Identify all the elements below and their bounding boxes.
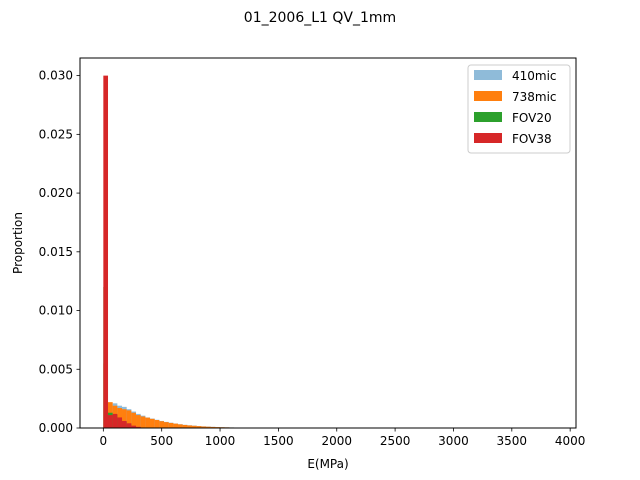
histogram-bar <box>164 422 169 428</box>
legend-swatch <box>474 91 502 101</box>
x-tick-label: 1000 <box>205 434 236 448</box>
legend-swatch <box>474 112 502 122</box>
histogram-bar <box>131 425 137 428</box>
histogram-bar <box>187 425 193 428</box>
series-738mic <box>103 363 263 428</box>
histogram-bar <box>182 424 188 428</box>
histogram-bar <box>206 426 211 428</box>
histogram-bar <box>112 413 118 428</box>
series-FOV38 <box>103 75 141 429</box>
histogram-bar <box>122 409 127 428</box>
histogram-bar <box>136 415 141 428</box>
histogram-bar <box>210 426 216 428</box>
histogram-bar <box>131 412 137 428</box>
histogram-bar <box>173 423 179 428</box>
x-tick-label: 500 <box>150 434 173 448</box>
legend-swatch <box>474 70 502 80</box>
histogram-bar <box>136 426 141 428</box>
axes-frame <box>79 57 577 429</box>
legend-label: FOV20 <box>512 111 552 125</box>
legend-label: 410mic <box>512 69 557 83</box>
x-tick-label: 3500 <box>497 434 528 448</box>
x-tick-label: 2500 <box>380 434 411 448</box>
x-tick-label: 2000 <box>321 434 352 448</box>
x-tick-label: 0 <box>100 434 108 448</box>
x-tick-label: 3000 <box>438 434 469 448</box>
legend: 410mic 738mic FOV20 FOV38 <box>467 64 571 154</box>
histogram-bar <box>168 422 174 428</box>
legend-label: FOV38 <box>512 132 552 146</box>
axis-ticks: 0 500 1000 1500 2000 2500 3000 3500 4000 0.000 0.0… <box>39 69 586 448</box>
y-tick-label: 0.010 <box>39 304 73 318</box>
histogram-bar <box>122 420 127 428</box>
x-tick-label: 1500 <box>263 434 294 448</box>
histogram-bar <box>103 75 109 429</box>
y-tick-label: 0.005 <box>39 362 73 376</box>
x-axis-label: E(MPa) <box>307 457 348 471</box>
histogram-bar <box>196 426 202 428</box>
legend-box <box>467 64 571 154</box>
histogram-bar <box>192 425 197 428</box>
histogram-bar <box>108 415 113 428</box>
histogram-bar <box>178 424 183 428</box>
histogram-bar <box>145 417 151 428</box>
histogram-bar <box>159 421 165 428</box>
histogram-bar <box>126 423 132 428</box>
y-axis-label: Proportion <box>11 212 25 274</box>
x-tick-label: 4000 <box>555 434 586 448</box>
y-tick-label: 0.030 <box>39 69 73 83</box>
chart-title: 01_2006_L1 QV_1mm <box>244 10 396 26</box>
histogram-bar <box>140 416 146 428</box>
histogram-bar <box>201 426 207 428</box>
y-tick-label: 0.015 <box>39 245 73 259</box>
histogram-bars <box>103 75 263 429</box>
histogram-bar <box>154 420 160 428</box>
histogram-bar <box>150 418 155 428</box>
histogram-bar <box>117 417 123 428</box>
y-tick-label: 0.000 <box>39 421 73 435</box>
y-tick-label: 0.020 <box>39 186 73 200</box>
legend-swatch <box>474 133 502 143</box>
legend-label: 738mic <box>512 90 557 104</box>
histogram-bar <box>126 410 132 428</box>
y-tick-label: 0.025 <box>39 127 73 141</box>
